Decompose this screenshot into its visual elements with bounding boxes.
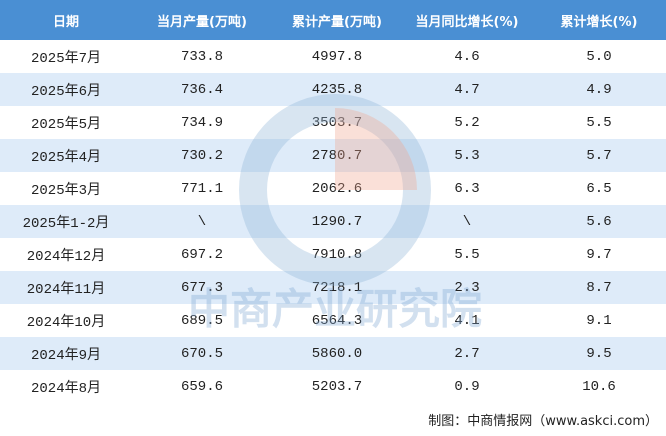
table-row: 2024年12月 697.2 7910.8 5.5 9.7	[0, 238, 666, 271]
table-row: 2024年10月 689.5 6564.3 4.1 9.1	[0, 304, 666, 337]
table-cell: 2062.6	[311, 180, 363, 197]
table-cell: 2025年7月	[30, 50, 101, 67]
table-cell: 4235.8	[272, 73, 402, 106]
table-cell: 9.5	[532, 337, 666, 370]
table-row: 2025年5月 734.9 3503.7 5.2 5.5	[0, 106, 666, 139]
table-row: 2024年9月 670.5 5860.0 2.7 9.5	[0, 337, 666, 370]
table-cell: 734.9	[180, 114, 223, 131]
table-cell: 5.5	[454, 246, 480, 263]
table-row: 2024年8月 659.6 5203.7 0.9 10.6	[0, 370, 666, 403]
header-cell: 当月同比增长(%)	[402, 0, 532, 40]
table-cell: 5.5	[586, 114, 612, 131]
table-cell: 2024年10月	[26, 314, 106, 331]
table-cell: 2025年4月	[0, 139, 132, 172]
table-cell: \	[132, 205, 272, 238]
table-cell: 4.7	[402, 73, 532, 106]
table-body: 2025年7月 733.8 4997.8 4.6 5.0 2025年6月 736.4 4235…	[0, 40, 666, 403]
table-row: 2025年6月 736.4 4235.8 4.7 4.9	[0, 73, 666, 106]
table-cell: 2780.7	[272, 139, 402, 172]
table-cell: \	[402, 205, 532, 238]
table-cell: 2024年11月	[0, 271, 132, 304]
table-cell: 5.7	[532, 139, 666, 172]
table-cell: 6.3	[454, 180, 480, 197]
table-cell: 5203.7	[311, 378, 363, 395]
table-cell: 7910.8	[311, 246, 363, 263]
table-cell: 7218.1	[272, 271, 402, 304]
table-cell: 2.3	[402, 271, 532, 304]
table-row: 2025年4月 730.2 2780.7 5.3 5.7	[0, 139, 666, 172]
table-cell: 2025年3月	[30, 182, 101, 199]
table-cell: 4.6	[454, 48, 480, 65]
table-cell: 5.6	[532, 205, 666, 238]
header-cell: 累计产量(万吨)	[272, 0, 402, 40]
table-cell: 2024年9月	[0, 337, 132, 370]
table-cell: 2024年12月	[26, 248, 106, 265]
header-cell: 当月产量(万吨)	[132, 0, 272, 40]
table-cell: 771.1	[180, 180, 223, 197]
table-cell: 697.2	[180, 246, 223, 263]
table-cell: 2025年5月	[30, 116, 101, 133]
table-cell: 677.3	[132, 271, 272, 304]
table-row: 2025年3月 771.1 2062.6 6.3 6.5	[0, 172, 666, 205]
table-cell: 6.5	[586, 180, 612, 197]
header-cell: 累计增长(%)	[532, 0, 666, 40]
table-row: 2025年1-2月 \ 1290.7 \ 5.6	[0, 205, 666, 238]
table-cell: 670.5	[132, 337, 272, 370]
table-cell: 4997.8	[311, 48, 363, 65]
table-cell: 4.9	[532, 73, 666, 106]
table-cell: 8.7	[532, 271, 666, 304]
table-cell: 689.5	[180, 312, 223, 329]
table-cell: 2025年6月	[0, 73, 132, 106]
table-cell: 9.1	[586, 312, 612, 329]
table-cell: 2025年1-2月	[0, 205, 132, 238]
table-cell: 2.7	[402, 337, 532, 370]
table-cell: 733.8	[180, 48, 223, 65]
table-cell: 1290.7	[272, 205, 402, 238]
table-row: 2025年7月 733.8 4997.8 4.6 5.0	[0, 40, 666, 73]
table-cell: 5.0	[586, 48, 612, 65]
table-cell: 659.6	[180, 378, 223, 395]
table-cell: 736.4	[132, 73, 272, 106]
table-cell: 10.6	[582, 378, 616, 395]
header-row: 日期 当月产量(万吨) 累计产量(万吨) 当月同比增长(%) 累计增长(%)	[0, 0, 666, 40]
table-cell: 2024年8月	[30, 380, 101, 397]
table-row: 2024年11月 677.3 7218.1 2.3 8.7	[0, 271, 666, 304]
table-cell: 6564.3	[311, 312, 363, 329]
table-cell: 4.1	[454, 312, 480, 329]
header-cell: 日期	[0, 0, 132, 40]
table-cell: 3503.7	[311, 114, 363, 131]
table-cell: 730.2	[132, 139, 272, 172]
table-cell: 5.3	[402, 139, 532, 172]
table-cell: 9.7	[586, 246, 612, 263]
table-cell: 0.9	[454, 378, 480, 395]
table-cell: 5860.0	[272, 337, 402, 370]
footer-credit: 制图：中商情报网（www.askci.com）	[428, 414, 658, 429]
table-cell: 5.2	[454, 114, 480, 131]
data-table: 日期 当月产量(万吨) 累计产量(万吨) 当月同比增长(%) 累计增长(%) 2025年…	[0, 0, 666, 403]
